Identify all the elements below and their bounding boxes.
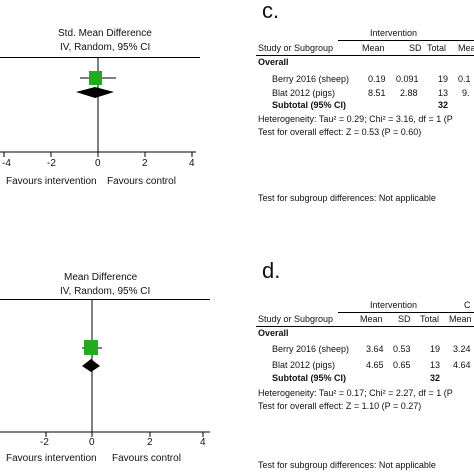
panel-c-overall-effect: Test for overall effect: Z = 0.53 (P = 0… [258, 127, 422, 137]
bottom-forest-plot [0, 300, 210, 437]
bottom-tick-label: 0 [89, 437, 95, 448]
panel-d-overall: Overall [258, 328, 289, 338]
panel-d-subtotal-total: 32 [430, 373, 441, 383]
panel-c-letter: c. [262, 0, 280, 23]
bottom-plot-header-1: Mean Difference [64, 272, 138, 283]
panel-c-group-header: Intervention [370, 28, 418, 38]
panel-c-row-mean: 8.51 [368, 88, 386, 98]
panel-c-row-extra: 0.1 [458, 74, 471, 84]
bottom-study-square [84, 340, 98, 355]
bottom-favours-right: Favours control [112, 453, 181, 464]
panel-d-col-total: Total [420, 314, 440, 324]
panel-c-row-study: Berry 2016 (sheep) [272, 74, 350, 84]
panel-c-overall: Overall [258, 57, 289, 67]
panel-d-header-rule [256, 326, 474, 327]
panel-d-row-study: Berry 2016 (sheep) [272, 344, 350, 354]
panel-c-subtotal-total: 32 [438, 100, 449, 110]
panel-d-row-mean: 3.64 [366, 344, 384, 354]
bottom-pooled-diamond [82, 359, 100, 372]
panel-c-subtotal: Subtotal (95% CI) [272, 100, 347, 110]
panel-c-row-total: 13 [438, 88, 449, 98]
top-plot-header-2: IV, Random, 95% CI [60, 42, 151, 53]
panel-c-col-extra: Mea [458, 43, 474, 53]
top-forest-plot [0, 58, 196, 157]
panel-d-col-study: Study or Subgroup [258, 314, 334, 324]
panel-d-heterogeneity: Heterogeneity: Tau² = 0.17; Chi² = 2.27,… [258, 388, 453, 398]
panel-d-group-rule [338, 312, 474, 313]
panel-d-row-mean: 4.65 [366, 360, 384, 370]
panel-d-group-header: Intervention [370, 300, 418, 310]
panel-c-heterogeneity: Heterogeneity: Tau² = 0.29; Chi² = 3.16,… [258, 114, 453, 124]
panel-d-group-header-2: C [464, 300, 471, 310]
top-tick-label: 2 [142, 158, 148, 169]
panel-c-row-extra: 9. [462, 88, 470, 98]
panel-d-row-sd: 0.53 [393, 344, 411, 354]
panel-c-col-total: Total [427, 43, 447, 53]
panel-d-col-sd: SD [398, 314, 411, 324]
top-tick-label: 0 [95, 158, 101, 169]
top-plot-header-1: Std. Mean Difference [58, 28, 152, 39]
panel-d-row-total: 19 [430, 344, 441, 354]
panel-d-letter: d. [262, 258, 281, 283]
top-plot-rule [0, 57, 200, 58]
panel-c-row-study: Blat 2012 (pigs) [272, 88, 336, 98]
top-tick-label: 4 [189, 158, 195, 169]
panel-d-row-study: Blat 2012 (pigs) [272, 360, 336, 370]
bottom-plot-header-2: IV, Random, 95% CI [60, 286, 151, 297]
top-tick-label: -4 [2, 158, 11, 169]
panel-c-col-study: Study or Subgroup [258, 43, 334, 53]
panel-c-col-sd: SD [409, 43, 422, 53]
panel-c-row-sd: 2.88 [400, 88, 418, 98]
panel-c-header-rule [256, 55, 474, 56]
panel-c-col-mean: Mean [362, 43, 385, 53]
panel-c-row-sd: 0.091 [396, 74, 419, 84]
panel-d-row-extra: 4.64 [453, 360, 471, 370]
bottom-favours-left: Favours intervention [6, 453, 97, 464]
top-pooled-diamond [76, 87, 114, 98]
panel-d-col-mean: Mean [360, 314, 383, 324]
bottom-tick-label: 4 [200, 437, 206, 448]
panel-c-group-rule [338, 40, 474, 41]
panel-d-row-sd: 0.65 [393, 360, 411, 370]
panel-c-row-mean: 0.19 [368, 74, 386, 84]
bottom-tick-label: 2 [147, 437, 153, 448]
panel-d-row-extra: 3.24 [453, 344, 471, 354]
panel-d-row-total: 13 [430, 360, 441, 370]
panel-d-overall-effect: Test for overall effect: Z = 1.10 (P = 0… [258, 401, 422, 411]
panel-d-col-extra: Mean [449, 314, 472, 324]
panel-c-subgroup-test: Test for subgroup differences: Not appli… [258, 193, 436, 203]
top-favours-right: Favours control [107, 176, 176, 187]
panel-d-subgroup-test: Test for subgroup differences: Not appli… [258, 460, 436, 470]
panel-c-row-total: 19 [438, 74, 449, 84]
top-favours-left: Favours intervention [6, 176, 97, 187]
top-tick-label: -2 [47, 158, 56, 169]
bottom-plot-rule [0, 299, 210, 300]
panel-d-subtotal: Subtotal (95% CI) [272, 373, 347, 383]
top-study-square [89, 71, 102, 85]
bottom-tick-label: -2 [40, 437, 49, 448]
